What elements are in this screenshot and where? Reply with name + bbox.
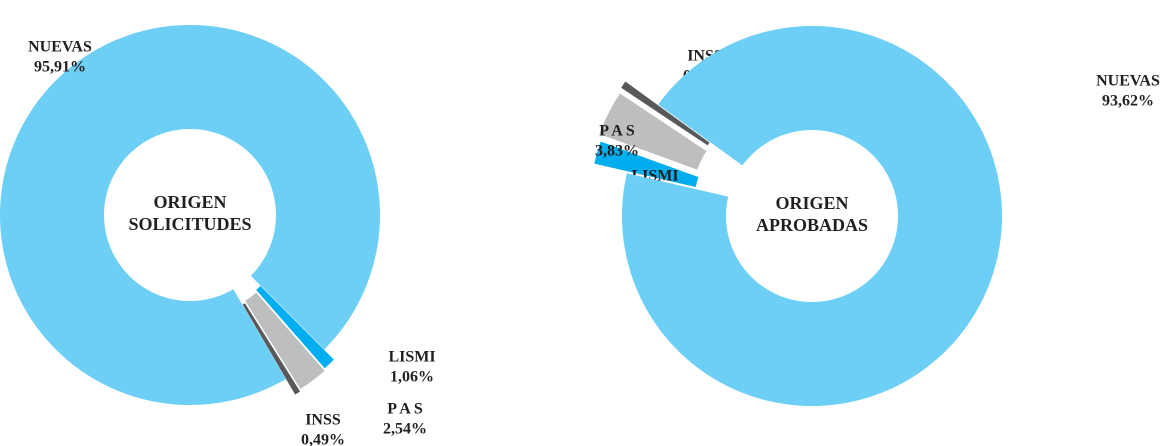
donut-slice [256, 286, 334, 369]
center-label: SOLICITUDES [128, 214, 251, 234]
donut-slice [621, 81, 710, 146]
slice-value: 0,49% [301, 432, 345, 446]
slice-name: INSS [305, 412, 341, 429]
donut-slice [594, 141, 699, 188]
donut-slice [0, 25, 380, 405]
slice-value: 3,83% [595, 143, 639, 160]
slice-name: LISMI [388, 349, 435, 366]
donut-slice [599, 93, 707, 170]
slice-value: 95,91% [34, 59, 86, 76]
center-label: ORIGEN [775, 193, 848, 213]
slice-name: P A S [599, 123, 635, 140]
donut-slice [245, 292, 325, 389]
slice-value: 1,06% [390, 369, 434, 386]
slice-name: NUEVAS [28, 39, 92, 56]
donut-slice [242, 303, 301, 395]
slice-value: 2,54% [383, 421, 427, 438]
slice-name: NUEVAS [1096, 73, 1160, 90]
center-label: APROBADAS [756, 215, 868, 235]
donut-slice [621, 26, 1002, 407]
slice-name: P A S [387, 401, 423, 418]
slice-value: 93,62% [1102, 93, 1154, 110]
center-label: ORIGEN [153, 192, 226, 212]
